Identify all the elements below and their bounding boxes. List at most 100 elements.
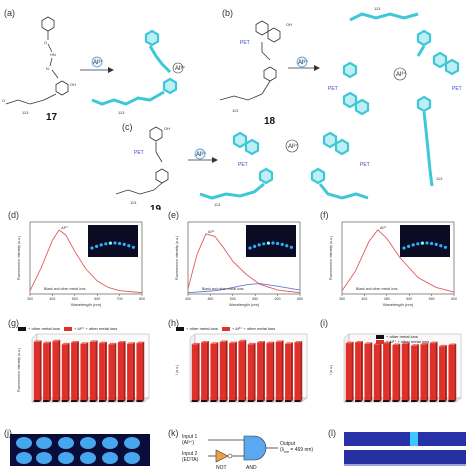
bar-top xyxy=(80,342,89,344)
inset-spot xyxy=(127,244,131,248)
bar xyxy=(448,345,455,402)
bar-side xyxy=(244,339,247,402)
baseline-bar xyxy=(429,400,436,402)
x-tick-label: 450 xyxy=(207,297,213,301)
al-complex-b: Al³⁺ xyxy=(396,72,407,78)
pet-label-c3: PET xyxy=(360,162,370,168)
x-tick-label: 600 xyxy=(451,297,457,301)
baseline-bar xyxy=(43,400,49,402)
baseline-bar xyxy=(266,400,273,402)
baseline-bar xyxy=(108,400,115,402)
pet-label-c1: PET xyxy=(134,150,144,156)
baseline-bar xyxy=(127,400,133,402)
bar-side xyxy=(398,343,401,402)
legend-h-item-1: + other metal ions xyxy=(186,326,218,331)
bar xyxy=(285,343,291,402)
bar-top xyxy=(52,339,61,342)
svg-text:OH: OH xyxy=(70,82,76,87)
inset-spot xyxy=(402,246,406,250)
bar-top xyxy=(345,341,354,344)
bar xyxy=(117,342,124,402)
blank-note: Blank and other metal ions xyxy=(44,287,86,291)
bar-side xyxy=(39,340,42,402)
panel-label-c: (c) xyxy=(122,122,133,132)
bar-side xyxy=(379,342,382,402)
bar-top xyxy=(71,340,79,343)
compound-19-label: 19 xyxy=(150,204,162,210)
legend-i-item-1: + other metal ions xyxy=(386,334,418,339)
bar xyxy=(80,343,87,402)
bar-side xyxy=(444,344,447,402)
bar-side xyxy=(454,343,457,402)
legend-h: + other metal ions + Al³⁺ + other metal … xyxy=(176,326,275,331)
baseline-bar xyxy=(420,400,427,402)
panel-label-f: (f) xyxy=(320,210,329,220)
inset-spot xyxy=(420,241,424,245)
bar-side xyxy=(206,340,209,402)
bar-side xyxy=(197,342,200,402)
baseline-bar xyxy=(247,400,254,402)
bar-top xyxy=(33,340,42,342)
inset-spot xyxy=(266,241,270,245)
bar-top xyxy=(89,340,98,342)
baseline-bar xyxy=(285,400,291,402)
spectrum-chart-f: 350 400 450 500 550 600 Wavelength (nm) Fluores… xyxy=(329,221,457,307)
baseline-bar xyxy=(219,400,226,402)
bar-panel-g: Fluorescence intensity (a.u.) + other me… xyxy=(14,324,154,418)
blank-note: Blank and other metal ions xyxy=(356,287,398,291)
inset-photo xyxy=(246,225,296,257)
x-axis-label: Wavelength (nm) xyxy=(229,302,260,307)
inset-spot xyxy=(411,243,415,247)
inset-spot xyxy=(407,244,411,248)
bar-side xyxy=(272,341,275,402)
svg-text:N: N xyxy=(46,66,49,71)
bar xyxy=(411,345,417,402)
y-axis-label: Fluorescence intensity (a.u.) xyxy=(17,236,21,280)
x-tick-label: 800 xyxy=(139,297,145,301)
al-badge-a: Al³⁺ xyxy=(93,60,104,66)
panel-label-d: (d) xyxy=(8,210,19,220)
spectrum-chart-e: 400 450 500 550 600 650 Wavelength (nm) Fluores… xyxy=(175,221,303,307)
inset-spot xyxy=(425,241,429,245)
baseline-bar xyxy=(257,400,263,402)
svg-text:OH: OH xyxy=(286,22,292,27)
baseline-bar xyxy=(136,400,143,402)
bar xyxy=(383,343,389,402)
bar-side xyxy=(114,342,117,402)
x-axis-label: Wavelength (nm) xyxy=(71,302,102,307)
bar xyxy=(392,345,399,402)
x-tick-label: 500 xyxy=(72,297,78,301)
x-tick-label: 450 xyxy=(384,297,390,301)
logic-gate-k: Input 1 (Al³⁺) Input 2 (EDTA) NOT AND Outp… xyxy=(182,432,322,472)
inset-spot xyxy=(439,244,443,248)
legend-g-item-2: + Al³⁺ + other metal ions xyxy=(74,326,118,331)
pet-label-c2: PET xyxy=(238,162,248,168)
inset-spot xyxy=(122,242,126,246)
series-line-1 xyxy=(187,233,301,294)
pet-label-b3: PET xyxy=(452,86,462,92)
bar-side xyxy=(253,342,256,402)
inset-spot xyxy=(271,241,275,245)
y-axis-label: I (a.u.) xyxy=(329,365,333,375)
bar-top xyxy=(257,340,265,343)
bar-side xyxy=(290,342,293,402)
bar-side xyxy=(281,340,284,402)
baseline-bar xyxy=(52,400,59,402)
legend-g: + other metal ions + Al³⁺ + other metal … xyxy=(18,326,117,331)
svg-text:113: 113 xyxy=(130,200,137,205)
bar-top xyxy=(117,340,126,343)
baseline-bar xyxy=(364,400,371,402)
bar-top xyxy=(420,342,429,345)
legend-i: + other metal ions + Al³⁺ + other metal … xyxy=(376,334,429,344)
blank-note: Blank and other metal ions xyxy=(202,287,244,291)
bar-panel-i: I (a.u.) + other metal ions + Al³⁺ + oth… xyxy=(326,324,466,418)
panel-label-e: (e) xyxy=(168,210,179,220)
bar xyxy=(71,342,77,402)
spectrum-panel-e: 400 450 500 550 600 650 Wavelength (nm) Fluores… xyxy=(172,218,308,310)
bar-top xyxy=(99,341,107,344)
bar xyxy=(238,341,245,402)
inset-spot xyxy=(99,243,103,247)
bar-top xyxy=(383,341,391,344)
bar-side xyxy=(435,341,438,402)
bar-side xyxy=(225,340,228,402)
